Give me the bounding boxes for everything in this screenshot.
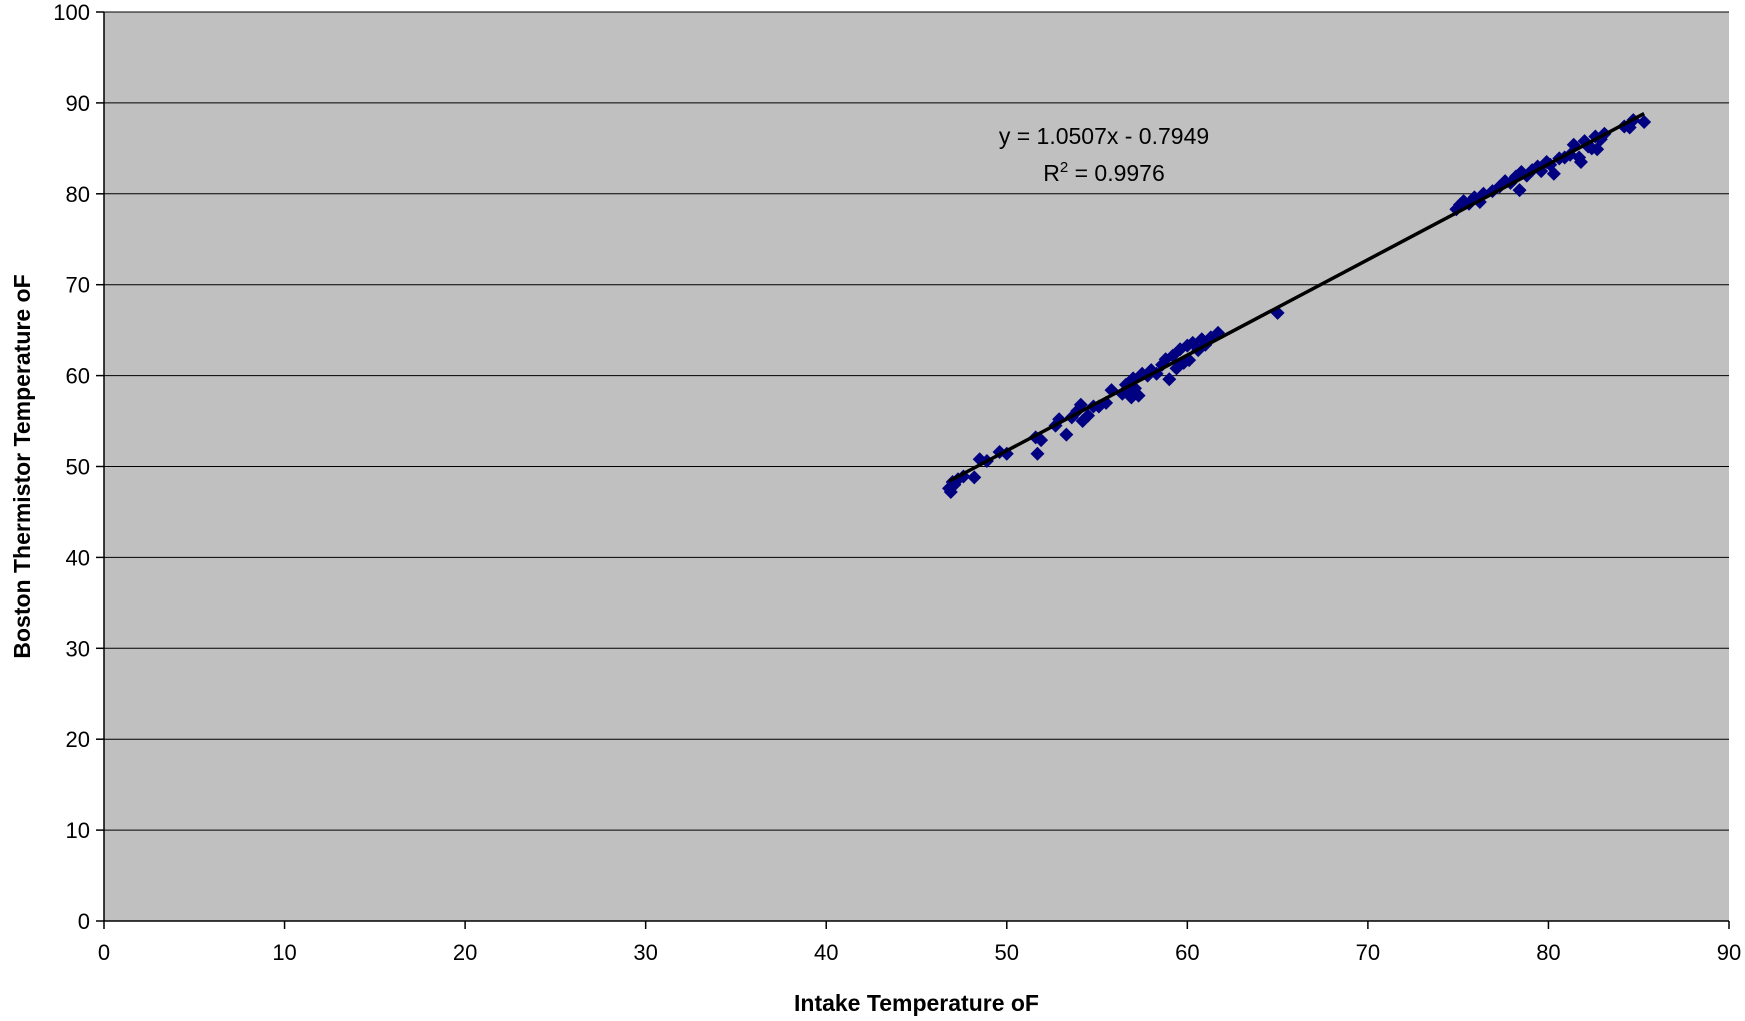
data-point: [1637, 114, 1652, 129]
data-point: [1546, 166, 1561, 181]
y-tick-label: 90: [66, 91, 90, 116]
y-axis-title: Boston Thermistor Temperature oF: [9, 274, 35, 658]
x-tick-label: 90: [1717, 940, 1741, 965]
data-point: [967, 470, 982, 485]
x-tick-label: 0: [98, 940, 110, 965]
y-tick-label: 50: [66, 455, 90, 480]
x-axis-title: Intake Temperature oF: [794, 990, 1039, 1016]
x-tick-label: 20: [453, 940, 477, 965]
data-point: [1512, 183, 1527, 198]
data-point: [1081, 408, 1096, 423]
x-tick-label: 50: [995, 940, 1019, 965]
x-tick-label: 40: [814, 940, 838, 965]
y-tick-label: 100: [53, 0, 90, 25]
r-squared-superscript: 2: [1060, 159, 1068, 176]
y-tick-label: 40: [66, 545, 90, 570]
x-axis-tick-labels: 0 10 20 30 40 50 60 70 80 90: [98, 940, 1741, 965]
data-point: [1131, 388, 1146, 403]
data-point: [1162, 372, 1177, 387]
trendline: [948, 111, 1645, 483]
gridlines: [104, 11, 1729, 831]
y-axis-tick-labels: 0 10 20 30 40 50 60 70 80 90 100: [53, 0, 90, 934]
data-point: [1030, 446, 1045, 461]
y-tick-label: 70: [66, 273, 90, 298]
data-point: [1034, 433, 1049, 448]
trendline-equation: y = 1.0507x - 0.7949: [999, 123, 1209, 149]
r-squared-value: = 0.9976: [1068, 160, 1165, 186]
x-tick-label: 60: [1175, 940, 1199, 965]
x-tick-label: 10: [272, 940, 296, 965]
y-tick-label: 0: [78, 909, 90, 934]
x-tick-label: 30: [633, 940, 657, 965]
y-tick-label: 10: [66, 818, 90, 843]
y-tick-label: 30: [66, 636, 90, 661]
data-point: [1573, 154, 1588, 169]
r-squared-prefix: R: [1043, 160, 1060, 186]
y-tick-label: 80: [66, 182, 90, 207]
trendline-r-squared: R2 = 0.9976: [1043, 159, 1165, 186]
x-tick-label: 80: [1536, 940, 1560, 965]
y-tick-label: 20: [66, 727, 90, 752]
x-tick-label: 70: [1356, 940, 1380, 965]
y-tick-label: 60: [66, 364, 90, 389]
axes: [96, 11, 1730, 929]
data-point: [1059, 427, 1074, 442]
